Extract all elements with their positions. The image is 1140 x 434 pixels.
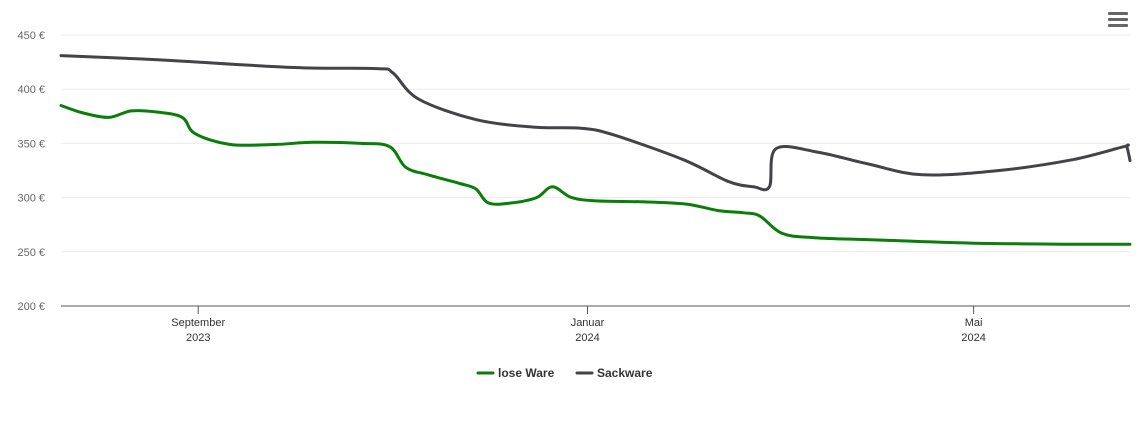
y-tick-label: 350 € <box>17 138 45 150</box>
legend-item-0[interactable]: lose Ware <box>476 366 555 380</box>
x-tick-label: Januar <box>571 317 605 329</box>
series-line-0 <box>59 104 1132 246</box>
y-tick-label: 250 € <box>17 247 45 259</box>
x-axis-ticks: September 2023 Januar 2024 Mai 2024 <box>171 306 986 344</box>
y-tick-label: 300 € <box>17 193 45 205</box>
x-tick-label-year: 2024 <box>575 332 599 344</box>
x-tick-label-year: 2024 <box>961 332 985 344</box>
x-tick-label: September <box>171 317 225 329</box>
grid-lines <box>61 34 1130 253</box>
chart-menu-icon[interactable] <box>1108 12 1128 30</box>
x-tick-label: Mai <box>965 317 983 329</box>
y-tick-label: 400 € <box>17 84 45 96</box>
y-tick-label: 450 € <box>17 30 45 42</box>
legend-label: lose Ware <box>498 366 555 380</box>
y-axis-ticks: 200 € 250 € 300 € 350 € 400 € 450 € <box>17 30 45 313</box>
legend: lose Ware Sackware <box>476 366 653 380</box>
x-tick-label-year: 2023 <box>186 332 210 344</box>
y-tick-label: 200 € <box>17 301 45 313</box>
legend-item-1[interactable]: Sackware <box>575 366 653 380</box>
series-lines <box>59 54 1132 246</box>
series-line-1 <box>59 54 1132 192</box>
legend-label: Sackware <box>597 366 653 380</box>
